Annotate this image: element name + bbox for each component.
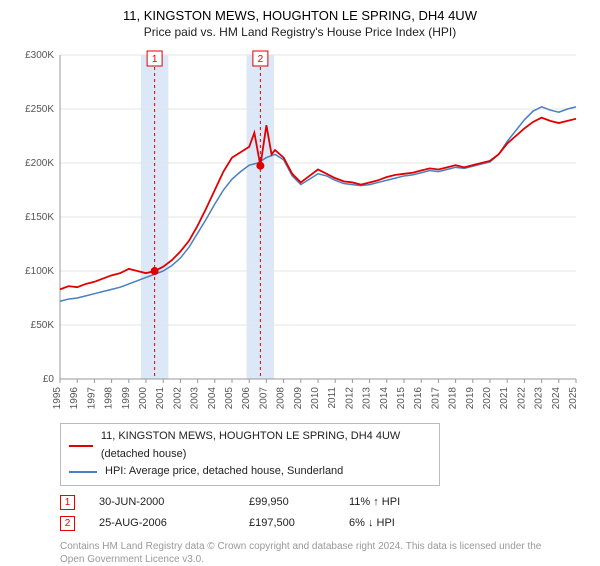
transaction-date: 30-JUN-2000 <box>99 492 249 513</box>
svg-text:£300K: £300K <box>25 50 54 61</box>
svg-text:2015: 2015 <box>396 387 407 410</box>
svg-text:2022: 2022 <box>516 387 527 410</box>
legend-label: 11, KINGSTON MEWS, HOUGHTON LE SPRING, D… <box>101 428 431 463</box>
line-chart: £0 £50K £100K £150K £200K £250K £300K 1995 1996 1… <box>12 47 588 417</box>
svg-text:1998: 1998 <box>104 387 115 410</box>
svg-text:2002: 2002 <box>172 387 183 410</box>
svg-text:2024: 2024 <box>551 387 562 410</box>
svg-text:2010: 2010 <box>310 387 321 410</box>
transaction-index: 1 <box>60 495 75 510</box>
svg-text:2016: 2016 <box>413 387 424 410</box>
svg-text:2007: 2007 <box>258 387 269 410</box>
svg-text:2009: 2009 <box>293 387 304 410</box>
svg-text:2004: 2004 <box>207 387 218 410</box>
chart-subtitle: Price paid vs. HM Land Registry's House … <box>12 25 588 39</box>
legend-item: HPI: Average price, detached house, Sund… <box>69 463 431 481</box>
svg-text:2006: 2006 <box>241 387 252 410</box>
svg-text:2003: 2003 <box>190 387 201 410</box>
svg-text:1995: 1995 <box>52 387 63 410</box>
svg-text:2018: 2018 <box>448 387 459 410</box>
svg-text:1: 1 <box>152 54 158 65</box>
svg-text:2000: 2000 <box>138 387 149 410</box>
chart-title: 11, KINGSTON MEWS, HOUGHTON LE SPRING, D… <box>12 8 588 23</box>
svg-text:1997: 1997 <box>86 387 97 410</box>
svg-text:2001: 2001 <box>155 387 166 410</box>
transaction-pct: 6% ↓ HPI <box>349 513 469 534</box>
svg-text:£150K: £150K <box>25 212 54 223</box>
transaction-price: £197,500 <box>249 513 349 534</box>
svg-text:2012: 2012 <box>344 387 355 410</box>
svg-text:2019: 2019 <box>465 387 476 410</box>
transaction-row: 1 30-JUN-2000£99,95011% ↑ HPI <box>60 492 588 513</box>
svg-text:2021: 2021 <box>499 387 510 410</box>
transaction-date: 25-AUG-2006 <box>99 513 249 534</box>
svg-text:£50K: £50K <box>31 320 55 331</box>
transaction-index: 2 <box>60 516 75 531</box>
transaction-pct: 11% ↑ HPI <box>349 492 469 513</box>
svg-text:2: 2 <box>258 54 264 65</box>
chart-area: £0 £50K £100K £150K £200K £250K £300K 1995 1996 1… <box>12 47 588 417</box>
svg-text:2011: 2011 <box>327 387 338 409</box>
svg-text:2020: 2020 <box>482 387 493 410</box>
svg-text:2008: 2008 <box>276 387 287 410</box>
svg-text:2013: 2013 <box>362 387 373 410</box>
legend-swatch <box>69 445 93 447</box>
svg-text:£0: £0 <box>43 374 55 385</box>
legend-label: HPI: Average price, detached house, Sund… <box>105 463 343 481</box>
svg-text:2005: 2005 <box>224 387 235 410</box>
svg-text:2014: 2014 <box>379 387 390 410</box>
footnote: Contains HM Land Registry data © Crown c… <box>60 540 560 566</box>
transactions-table: 1 30-JUN-2000£99,95011% ↑ HPI 2 25-AUG-2006… <box>60 492 588 534</box>
svg-text:1999: 1999 <box>121 387 132 410</box>
svg-text:£250K: £250K <box>25 104 54 115</box>
svg-text:2025: 2025 <box>568 387 579 410</box>
svg-text:2023: 2023 <box>534 387 545 410</box>
svg-text:1996: 1996 <box>69 387 80 410</box>
legend-item: 11, KINGSTON MEWS, HOUGHTON LE SPRING, D… <box>69 428 431 463</box>
transaction-price: £99,950 <box>249 492 349 513</box>
svg-text:£100K: £100K <box>25 266 54 277</box>
legend: 11, KINGSTON MEWS, HOUGHTON LE SPRING, D… <box>60 423 440 486</box>
svg-text:2017: 2017 <box>430 387 441 410</box>
legend-swatch <box>69 471 97 473</box>
transaction-row: 2 25-AUG-2006£197,5006% ↓ HPI <box>60 513 588 534</box>
svg-text:£200K: £200K <box>25 158 54 169</box>
